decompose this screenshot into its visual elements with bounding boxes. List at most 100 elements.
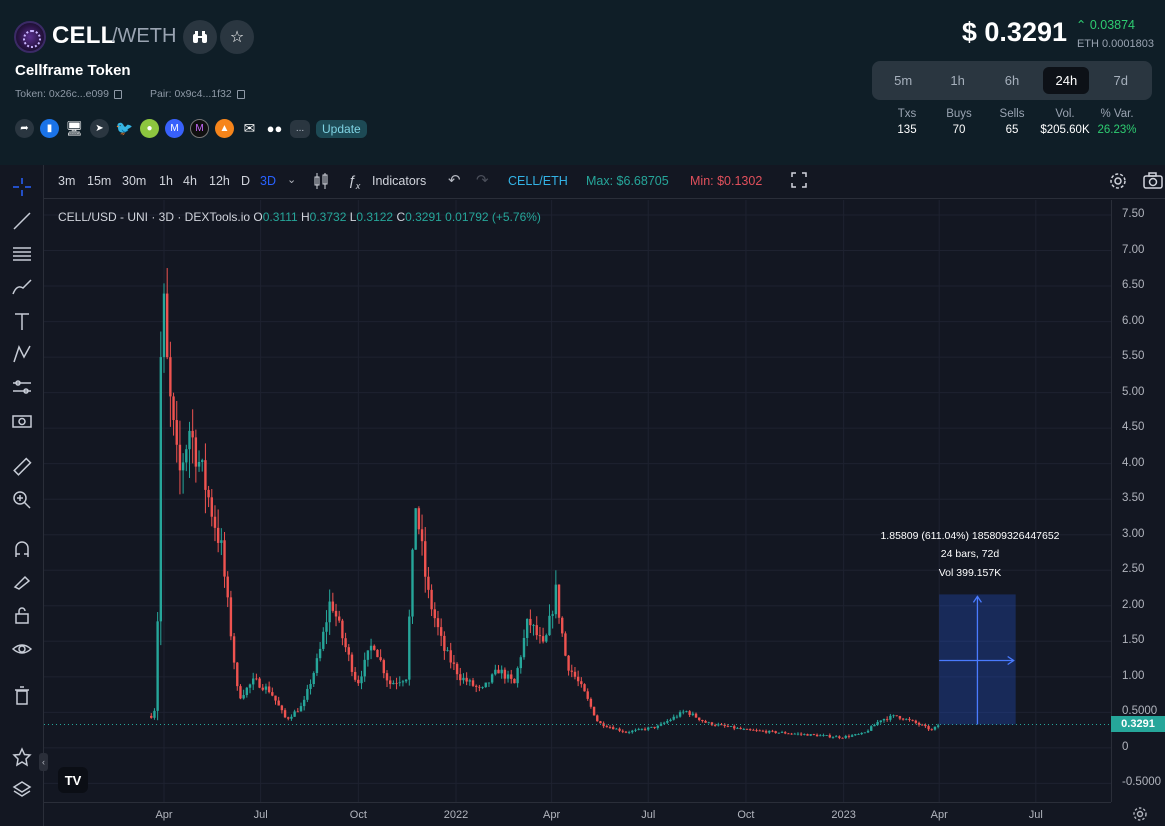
brush-icon[interactable] bbox=[8, 275, 36, 299]
candle bbox=[239, 684, 242, 700]
medium-icon[interactable]: ●● bbox=[266, 121, 283, 136]
favorites-star-icon[interactable] bbox=[8, 745, 36, 769]
candle-body bbox=[726, 725, 730, 727]
token-address[interactable]: Token: 0x26c...e099 bbox=[15, 88, 122, 100]
candle-body bbox=[685, 711, 688, 713]
interval-30m[interactable]: 30m bbox=[122, 174, 147, 188]
timeframe-7d[interactable]: 7d bbox=[1113, 73, 1128, 88]
horizontal-lines-icon[interactable] bbox=[8, 242, 36, 266]
time-scale[interactable]: Apr Jul Oct 2022 Apr Jul Oct 2023 Apr Jul bbox=[44, 802, 1111, 826]
trend-line-icon[interactable] bbox=[8, 209, 36, 233]
candles-icon[interactable] bbox=[313, 171, 329, 194]
candle-body bbox=[424, 541, 427, 577]
pair-address[interactable]: Pair: 0x9c4...1f32 bbox=[150, 88, 245, 100]
lock-icon[interactable] bbox=[8, 603, 36, 627]
candle bbox=[768, 730, 771, 734]
telegram-icon[interactable]: ➤ bbox=[90, 119, 109, 138]
pattern-icon[interactable] bbox=[8, 342, 36, 366]
candle bbox=[726, 723, 730, 728]
candle bbox=[733, 724, 736, 731]
text-icon[interactable] bbox=[8, 309, 36, 333]
prediction-icon[interactable] bbox=[8, 375, 36, 399]
fx-icon[interactable]: ƒx bbox=[348, 172, 361, 191]
candle-body bbox=[666, 721, 669, 723]
current-price-label: 0.3291 bbox=[1111, 716, 1165, 733]
interval-3m[interactable]: 3m bbox=[58, 174, 76, 188]
coingecko-icon[interactable]: ● bbox=[140, 119, 159, 138]
collapse-toolbar-icon[interactable]: ‹ bbox=[39, 753, 48, 771]
interval-3D[interactable]: 3D bbox=[260, 174, 276, 188]
email-icon[interactable]: ✉ bbox=[243, 120, 256, 136]
candle bbox=[519, 655, 523, 674]
candle bbox=[624, 730, 628, 734]
interval-12h[interactable]: 12h bbox=[209, 174, 230, 188]
candle-body bbox=[236, 662, 239, 687]
redo-icon[interactable]: ↷ bbox=[476, 172, 489, 189]
max-price: Max: $6.68705 bbox=[586, 174, 669, 188]
token-header: CELL /WETH ☆ Cellframe Token Token: 0x26… bbox=[0, 0, 1165, 165]
candle-body bbox=[768, 730, 771, 733]
indicators-button[interactable]: Indicators bbox=[372, 174, 427, 188]
candle-body bbox=[866, 730, 870, 733]
timeframe-5m[interactable]: 5m bbox=[894, 73, 913, 88]
fullscreen-icon[interactable] bbox=[790, 171, 808, 192]
candle-body bbox=[239, 686, 242, 699]
layers-icon[interactable] bbox=[8, 777, 36, 801]
measure-tool-box[interactable] bbox=[939, 594, 1016, 725]
timeframe-24h[interactable]: 24h bbox=[1043, 67, 1090, 94]
candle bbox=[315, 653, 319, 676]
lock-drawings-icon[interactable] bbox=[8, 568, 36, 592]
dextools-icon[interactable]: M bbox=[190, 119, 209, 138]
trash-icon[interactable] bbox=[8, 683, 36, 707]
interval-D[interactable]: D bbox=[241, 174, 251, 188]
pair-toggle[interactable]: CELL/ETH bbox=[508, 174, 568, 188]
candle-body bbox=[608, 727, 612, 728]
copy-icon[interactable] bbox=[236, 89, 245, 99]
more-links-button[interactable]: ... bbox=[290, 119, 310, 138]
settings-gear-icon[interactable] bbox=[1108, 171, 1128, 194]
share-icon[interactable]: ➦ bbox=[15, 119, 34, 138]
star-icon[interactable]: ☆ bbox=[220, 20, 254, 54]
candle bbox=[784, 731, 787, 735]
copy-icon[interactable] bbox=[113, 89, 122, 99]
price-scale[interactable]: 7.50 7.00 6.50 6.00 5.50 5.00 4.50 4.00 3.50 3.00… bbox=[1111, 200, 1165, 802]
candle-body bbox=[433, 609, 436, 619]
zoom-icon[interactable] bbox=[8, 488, 36, 512]
price-chart[interactable] bbox=[44, 200, 1111, 802]
update-button[interactable]: Update bbox=[316, 119, 367, 138]
magnet-icon[interactable] bbox=[8, 538, 36, 562]
candle-body bbox=[850, 735, 854, 737]
candle-body bbox=[615, 728, 618, 730]
undo-icon[interactable]: ↶ bbox=[448, 172, 461, 189]
crosshair-icon[interactable] bbox=[8, 175, 36, 199]
timeframe-1h[interactable]: 1h bbox=[950, 73, 965, 88]
website-icon[interactable]: 🖥 bbox=[65, 120, 84, 136]
candle-body bbox=[627, 732, 631, 734]
candle bbox=[446, 647, 449, 652]
interval-1h[interactable]: 1h bbox=[159, 174, 173, 188]
interval-15m[interactable]: 15m bbox=[87, 174, 112, 188]
camera-icon[interactable] bbox=[1142, 171, 1164, 194]
tradingview-logo[interactable]: TV bbox=[58, 767, 88, 793]
candle bbox=[207, 485, 210, 508]
metamask-icon[interactable]: ▲ bbox=[215, 119, 234, 138]
candle-body bbox=[309, 684, 312, 689]
candle-body bbox=[748, 729, 752, 731]
ruler-icon[interactable] bbox=[8, 455, 36, 479]
chevron-down-icon[interactable]: ⌄ bbox=[287, 174, 297, 186]
candle bbox=[277, 696, 280, 706]
candle bbox=[885, 716, 889, 722]
candle-body bbox=[573, 671, 577, 677]
chart-icon[interactable]: ▮ bbox=[40, 119, 59, 138]
timeframe-6h[interactable]: 6h bbox=[1004, 73, 1020, 88]
coinmarketcap-icon[interactable]: M bbox=[165, 119, 184, 138]
candle-body bbox=[834, 736, 838, 738]
interval-4h[interactable]: 4h bbox=[183, 174, 197, 188]
scale-settings-icon[interactable] bbox=[1132, 806, 1148, 826]
measure-icon[interactable] bbox=[8, 409, 36, 433]
eye-icon[interactable] bbox=[8, 637, 36, 661]
legend-close: C0.3291 bbox=[396, 210, 442, 224]
twitter-icon[interactable]: 🐦 bbox=[115, 120, 134, 136]
candle-body bbox=[771, 730, 774, 732]
binoculars-icon[interactable] bbox=[183, 20, 217, 54]
